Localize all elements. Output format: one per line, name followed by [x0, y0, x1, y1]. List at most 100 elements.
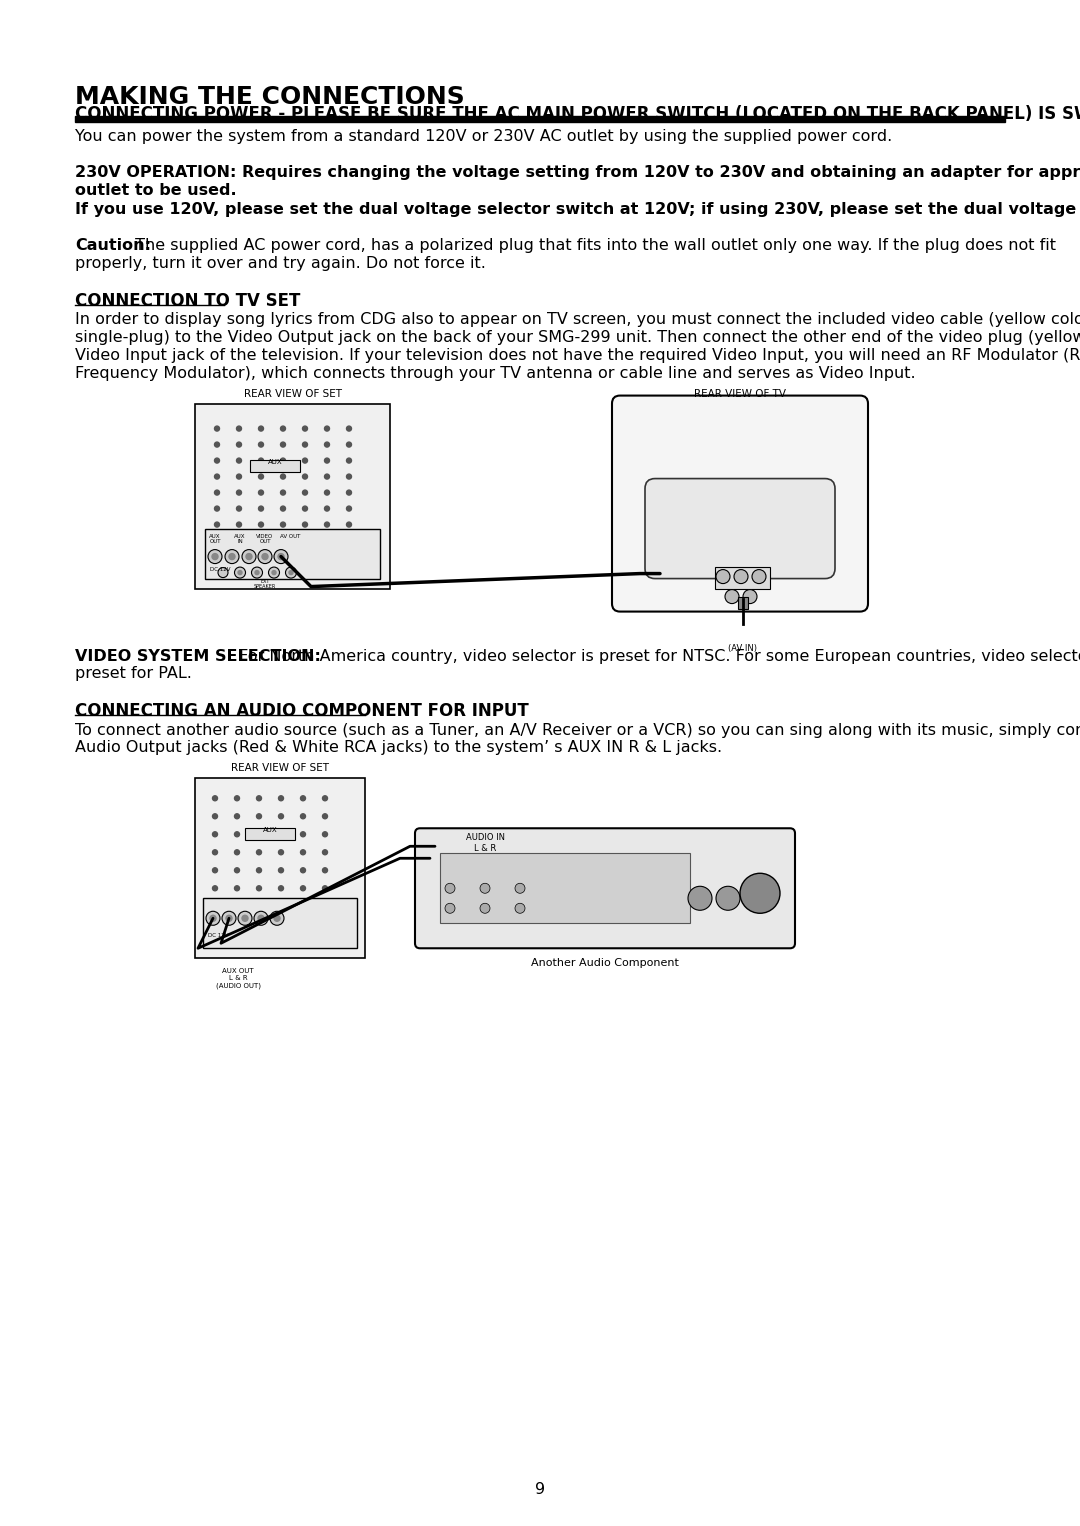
Circle shape	[281, 475, 285, 479]
Circle shape	[347, 426, 351, 430]
Circle shape	[279, 868, 283, 873]
Circle shape	[270, 911, 284, 925]
Circle shape	[212, 554, 218, 560]
Circle shape	[279, 885, 283, 891]
Circle shape	[234, 903, 240, 909]
Circle shape	[300, 850, 306, 855]
Circle shape	[302, 539, 308, 543]
Bar	[660, 566, 681, 581]
Text: CONNECTING POWER - PLEASE BE SURE THE AC MAIN POWER SWITCH (LOCATED ON THE BACK : CONNECTING POWER - PLEASE BE SURE THE AC…	[75, 105, 1080, 124]
Circle shape	[300, 868, 306, 873]
Circle shape	[716, 569, 730, 583]
Circle shape	[262, 554, 268, 560]
Text: properly, turn it over and try again. Do not force it.: properly, turn it over and try again. Do…	[75, 256, 486, 272]
Text: For North America country, video selector is preset for NTSC. For some European : For North America country, video selecto…	[233, 649, 1080, 664]
FancyBboxPatch shape	[612, 395, 868, 612]
Circle shape	[237, 490, 242, 494]
Circle shape	[215, 490, 219, 494]
Text: outlet to be used.: outlet to be used.	[75, 183, 237, 198]
Circle shape	[246, 554, 252, 560]
Circle shape	[278, 554, 284, 560]
Circle shape	[300, 813, 306, 819]
Circle shape	[347, 522, 351, 526]
Text: DC 12V: DC 12V	[208, 934, 229, 938]
Circle shape	[300, 903, 306, 909]
Circle shape	[480, 903, 490, 913]
Circle shape	[213, 795, 217, 801]
Circle shape	[323, 903, 327, 909]
Text: Video Input jack of the television. If your television does not have the require: Video Input jack of the television. If y…	[75, 348, 1080, 363]
Circle shape	[289, 571, 293, 575]
Circle shape	[300, 922, 306, 926]
Circle shape	[213, 885, 217, 891]
Text: AUDIO IN
L & R: AUDIO IN L & R	[465, 833, 504, 853]
Circle shape	[281, 554, 285, 559]
Circle shape	[238, 911, 252, 925]
Circle shape	[237, 426, 242, 430]
Circle shape	[324, 426, 329, 430]
Bar	[205, 528, 380, 578]
Circle shape	[302, 443, 308, 447]
Circle shape	[257, 832, 261, 836]
Circle shape	[258, 475, 264, 479]
Circle shape	[274, 916, 280, 922]
Circle shape	[279, 903, 283, 909]
Circle shape	[257, 903, 261, 909]
Circle shape	[279, 813, 283, 819]
Text: AV OUT: AV OUT	[280, 534, 300, 539]
Text: Audio Output jacks (Red & White RCA jacks) to the system’ s AUX IN R & L jacks.: Audio Output jacks (Red & White RCA jack…	[75, 740, 723, 755]
Text: VIDEO SYSTEM SELECTION:: VIDEO SYSTEM SELECTION:	[75, 649, 321, 664]
Circle shape	[281, 490, 285, 494]
Circle shape	[323, 813, 327, 819]
Circle shape	[254, 911, 268, 925]
Circle shape	[716, 887, 740, 911]
Circle shape	[302, 507, 308, 511]
Text: Caution:: Caution:	[75, 238, 151, 253]
Text: REAR VIEW OF SET: REAR VIEW OF SET	[231, 763, 329, 774]
Circle shape	[215, 554, 219, 559]
Circle shape	[234, 868, 240, 873]
Circle shape	[258, 522, 264, 526]
Circle shape	[234, 850, 240, 855]
Circle shape	[300, 795, 306, 801]
Circle shape	[302, 490, 308, 494]
Circle shape	[258, 539, 264, 543]
Circle shape	[744, 887, 768, 911]
Text: AUX OUT
L & R
(AUDIO OUT): AUX OUT L & R (AUDIO OUT)	[216, 969, 260, 989]
Circle shape	[237, 539, 242, 543]
Circle shape	[740, 873, 780, 913]
Circle shape	[215, 507, 219, 511]
Circle shape	[752, 569, 766, 583]
Text: VIDEO
OUT: VIDEO OUT	[256, 534, 273, 545]
Circle shape	[300, 885, 306, 891]
Circle shape	[324, 443, 329, 447]
Circle shape	[213, 813, 217, 819]
Circle shape	[213, 922, 217, 926]
Circle shape	[222, 911, 237, 925]
Circle shape	[257, 813, 261, 819]
Circle shape	[300, 832, 306, 836]
Circle shape	[281, 522, 285, 526]
Circle shape	[688, 887, 712, 911]
Circle shape	[285, 568, 297, 578]
Circle shape	[281, 443, 285, 447]
Circle shape	[237, 522, 242, 526]
Circle shape	[324, 475, 329, 479]
Circle shape	[237, 443, 242, 447]
Circle shape	[515, 884, 525, 893]
Circle shape	[258, 490, 264, 494]
Text: The supplied AC power cord, has a polarized plug that fits into the wall outlet : The supplied AC power cord, has a polari…	[131, 238, 1056, 253]
Circle shape	[281, 458, 285, 462]
Circle shape	[234, 832, 240, 836]
Circle shape	[234, 813, 240, 819]
Circle shape	[279, 795, 283, 801]
Circle shape	[229, 554, 235, 560]
Circle shape	[347, 490, 351, 494]
Circle shape	[213, 850, 217, 855]
Circle shape	[257, 885, 261, 891]
Circle shape	[257, 850, 261, 855]
Text: REAR VIEW OF SET: REAR VIEW OF SET	[243, 389, 341, 398]
Circle shape	[210, 916, 216, 922]
Bar	[249, 459, 300, 472]
Circle shape	[213, 903, 217, 909]
